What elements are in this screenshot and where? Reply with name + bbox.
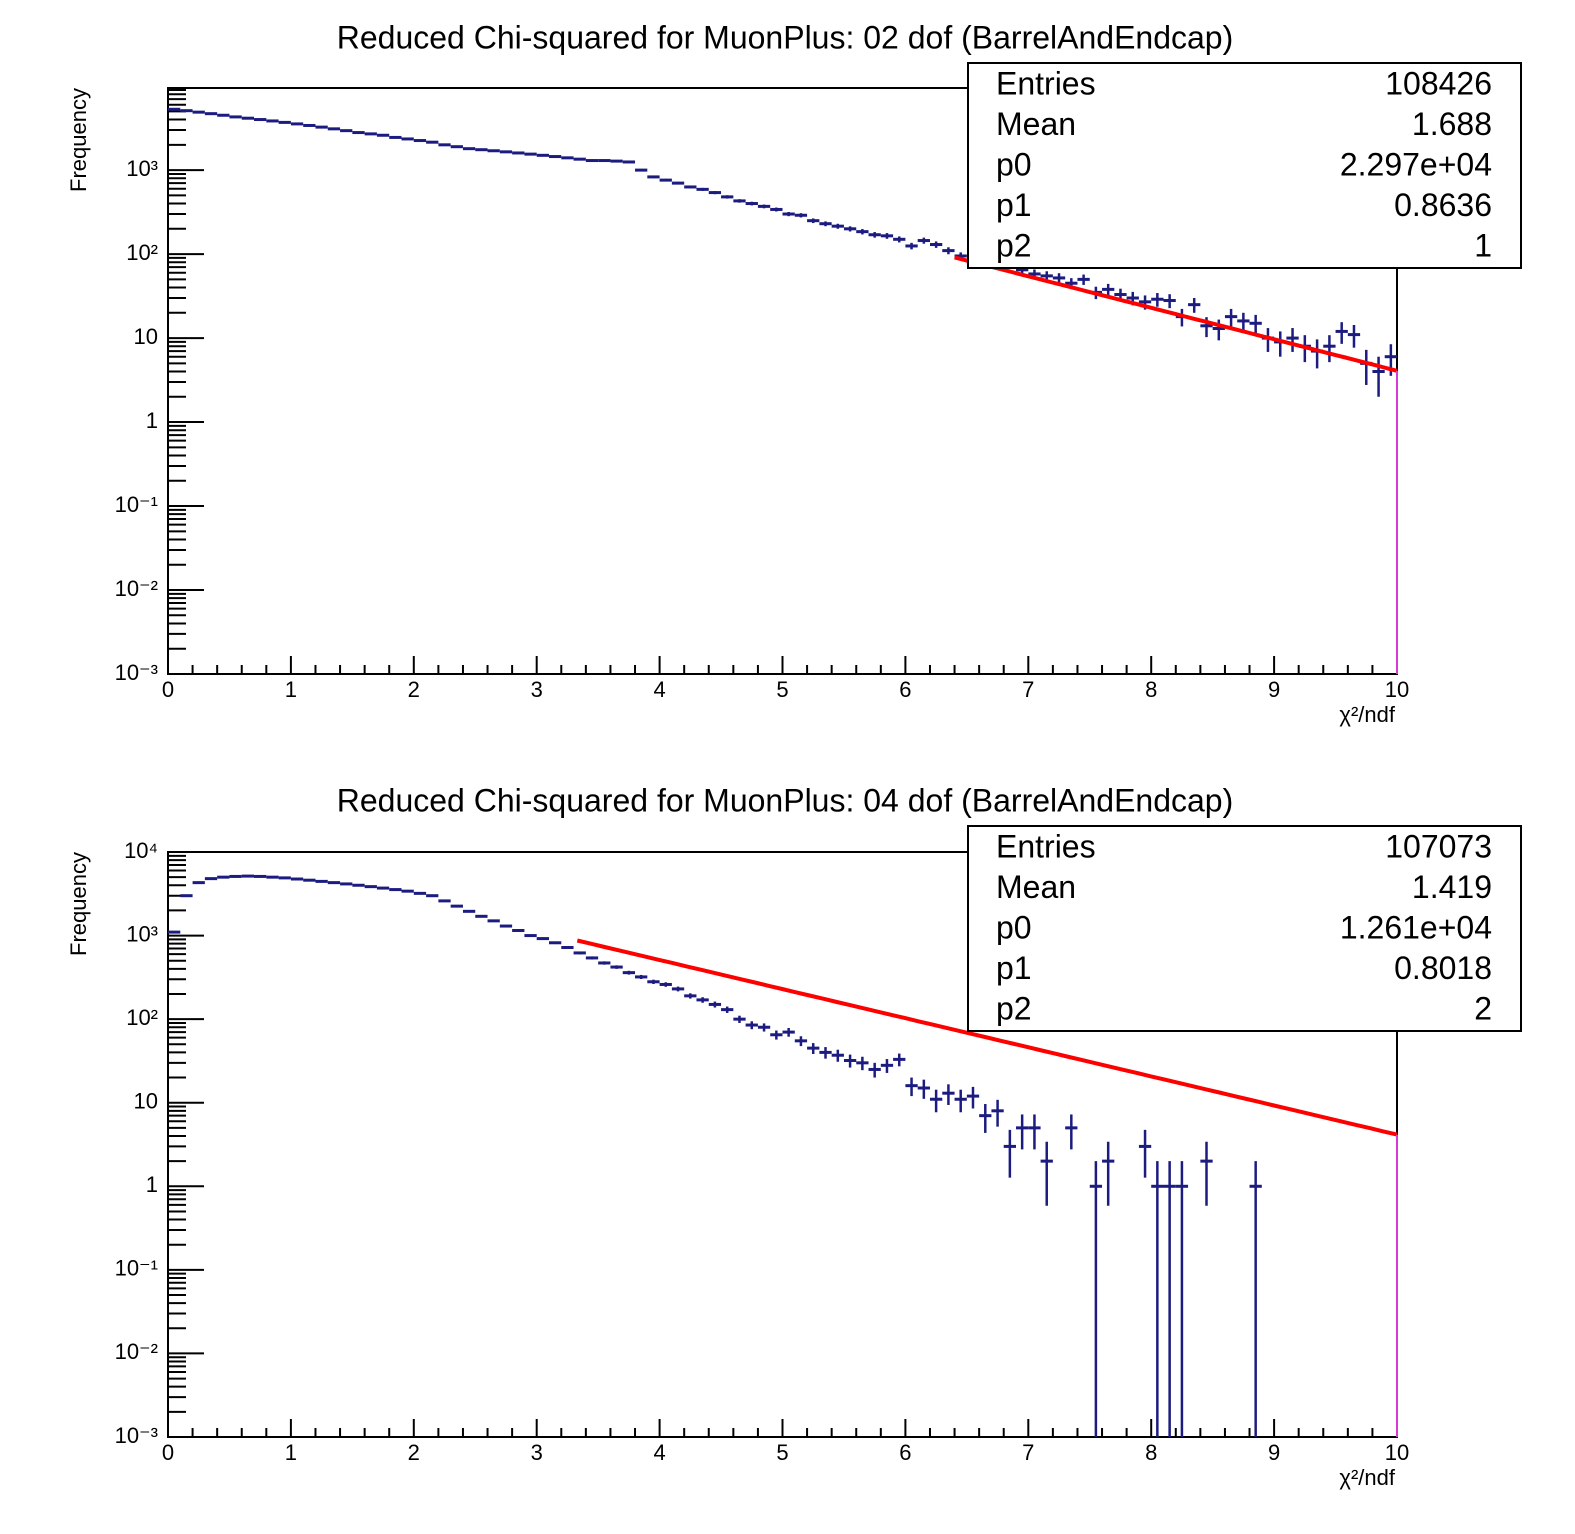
y-tick-label: 10³ bbox=[126, 156, 158, 181]
y-tick-label: 10⁻¹ bbox=[115, 1256, 158, 1281]
stats-name: Mean bbox=[996, 106, 1076, 142]
x-tick-label: 6 bbox=[899, 677, 911, 702]
x-tick-label: 5 bbox=[776, 677, 788, 702]
stats-name: p2 bbox=[996, 990, 1032, 1026]
y-tick-label: 10³ bbox=[126, 921, 158, 946]
x-tick-label: 10 bbox=[1385, 1440, 1409, 1465]
y-axis-label: Frequency bbox=[66, 88, 91, 192]
x-tick-label: 2 bbox=[408, 1440, 420, 1465]
x-tick-label: 5 bbox=[776, 1440, 788, 1465]
y-tick-label: 10² bbox=[126, 240, 158, 265]
x-tick-label: 8 bbox=[1145, 677, 1157, 702]
x-axis-label: χ²/ndf bbox=[1339, 1465, 1395, 1490]
x-tick-label: 3 bbox=[531, 1440, 543, 1465]
chart-panel: Reduced Chi-squared for MuonPlus: 02 dof… bbox=[66, 19, 1522, 727]
stats-value: 0.8018 bbox=[1394, 950, 1492, 986]
y-tick-label: 10⁻² bbox=[115, 576, 158, 601]
stats-value: 108426 bbox=[1385, 65, 1492, 101]
stats-value: 0.8636 bbox=[1394, 187, 1492, 223]
x-tick-label: 8 bbox=[1145, 1440, 1157, 1465]
x-tick-label: 7 bbox=[1022, 677, 1034, 702]
chart-title: Reduced Chi-squared for MuonPlus: 02 dof… bbox=[337, 19, 1234, 55]
stats-value: 1.419 bbox=[1412, 869, 1492, 905]
x-tick-label: 0 bbox=[162, 1440, 174, 1465]
stats-name: p0 bbox=[996, 146, 1032, 182]
stats-name: Mean bbox=[996, 869, 1076, 905]
y-tick-label: 10 bbox=[134, 1089, 158, 1114]
y-axis-label: Frequency bbox=[66, 852, 91, 956]
stats-value: 2 bbox=[1474, 990, 1492, 1026]
x-tick-label: 9 bbox=[1268, 1440, 1280, 1465]
x-axis-label: χ²/ndf bbox=[1339, 702, 1395, 727]
stats-box bbox=[967, 62, 1522, 269]
stats-value: 1.261e+04 bbox=[1340, 909, 1492, 945]
stats-value: 2.297e+04 bbox=[1340, 146, 1492, 182]
stats-name: Entries bbox=[996, 828, 1096, 864]
y-tick-label: 10⁴ bbox=[124, 838, 158, 863]
stats-name: p0 bbox=[996, 909, 1032, 945]
stats-value: 107073 bbox=[1385, 828, 1492, 864]
stats-name: p1 bbox=[996, 950, 1032, 986]
y-tick-label: 10⁻³ bbox=[115, 1423, 158, 1448]
x-tick-label: 1 bbox=[285, 677, 297, 702]
x-tick-label: 3 bbox=[531, 677, 543, 702]
y-tick-label: 10⁻¹ bbox=[115, 492, 158, 517]
y-tick-label: 10² bbox=[126, 1005, 158, 1030]
x-tick-label: 0 bbox=[162, 677, 174, 702]
x-tick-label: 4 bbox=[653, 1440, 665, 1465]
chart-panel: Reduced Chi-squared for MuonPlus: 04 dof… bbox=[66, 782, 1522, 1490]
x-tick-label: 4 bbox=[653, 677, 665, 702]
x-tick-label: 1 bbox=[285, 1440, 297, 1465]
x-tick-label: 2 bbox=[408, 677, 420, 702]
stats-name: p1 bbox=[996, 187, 1032, 223]
y-tick-label: 10⁻³ bbox=[115, 660, 158, 685]
chart-title: Reduced Chi-squared for MuonPlus: 04 dof… bbox=[337, 782, 1234, 818]
fit-curve bbox=[576, 938, 1398, 1137]
x-tick-label: 7 bbox=[1022, 1440, 1034, 1465]
stats-box bbox=[967, 825, 1522, 1032]
stats-name: p2 bbox=[996, 227, 1032, 263]
stats-value: 1.688 bbox=[1412, 106, 1492, 142]
y-tick-label: 1 bbox=[146, 1172, 158, 1197]
stats-name: Entries bbox=[996, 65, 1096, 101]
y-tick-label: 1 bbox=[146, 408, 158, 433]
y-tick-label: 10 bbox=[134, 324, 158, 349]
fit-curve bbox=[954, 255, 1398, 373]
x-tick-label: 6 bbox=[899, 1440, 911, 1465]
x-tick-label: 10 bbox=[1385, 677, 1409, 702]
x-tick-label: 9 bbox=[1268, 677, 1280, 702]
stats-value: 1 bbox=[1474, 227, 1492, 263]
y-tick-label: 10⁻² bbox=[115, 1339, 158, 1364]
